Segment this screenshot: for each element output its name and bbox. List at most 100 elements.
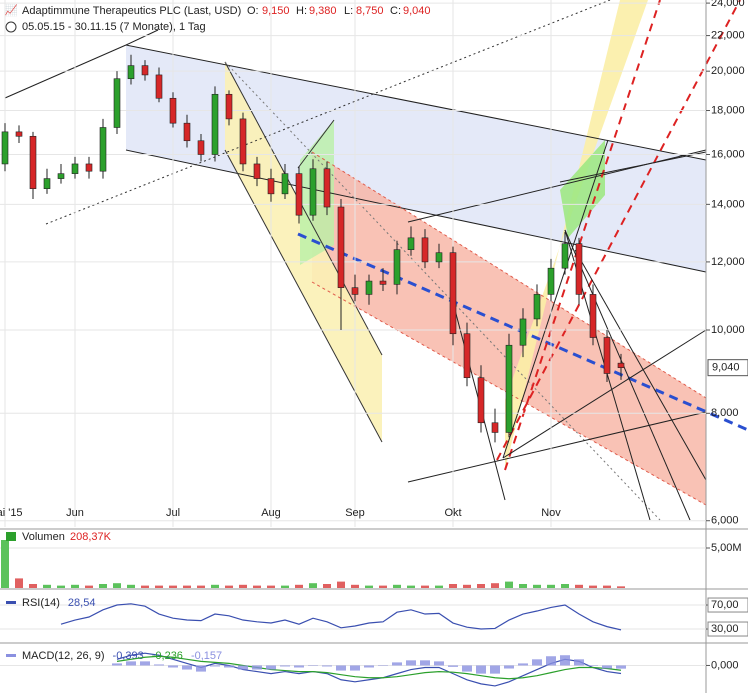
candle-body [239,118,247,165]
candle-body [547,267,555,295]
indicator-line [116,655,622,680]
volume-bar [71,584,79,588]
volume-bar [393,584,401,588]
histogram-bar [616,665,626,669]
candle-body [393,249,401,285]
candle-body [575,243,583,295]
candle-body [71,163,79,174]
trend-line [297,119,335,169]
volume-bar [309,583,317,588]
candle-body [169,97,177,124]
trend-line [496,0,741,461]
volume-bar [323,584,331,588]
y-tick-label: 8,000 [711,407,739,419]
trend-line [125,149,707,273]
legend-swatch [6,601,16,604]
y-tick-label: 70,00 [711,599,739,611]
legend-value: -0,157 [191,650,222,662]
volume-bar [533,584,541,588]
trend-line [407,411,707,483]
volume-bar [281,585,289,588]
x-tick-label: Sep [345,507,365,519]
histogram-bar [434,661,444,666]
volume-bar [561,584,569,588]
legend-name: Volumen [22,531,65,543]
candle-body [253,163,261,179]
trend-line [504,0,661,471]
histogram-bar [392,662,402,666]
volume-bar [141,585,149,588]
histogram-bar [154,664,164,666]
volume-bar [519,584,527,588]
volume-bar [463,584,471,588]
histogram-bar [448,665,458,667]
histogram-bar [602,665,612,669]
y-tick-label: 5,00M [711,542,742,554]
volume-bar [421,585,429,588]
candle-body [85,163,93,172]
volume-bar [435,585,443,588]
clock-icon [5,21,17,33]
last-price-box [707,359,748,377]
legend-swatch [6,654,16,657]
y-tick-label: 24,000 [711,0,745,9]
candle-body [337,206,345,288]
period: 05.05.15 - 30.11.15 (7 Monate), 1 Tag [22,21,206,33]
histogram-bar [224,665,234,668]
candle-body [197,140,205,155]
candle-body [463,333,471,379]
x-tick-label: Okt [444,507,461,519]
candle-body [15,131,23,137]
candle-body [43,178,51,189]
volume-bar [575,584,583,588]
candle-body [323,168,331,208]
y-tick-label: 0,000 [711,659,739,671]
x-tick-label: Jul [166,507,180,519]
histogram-bar [126,661,136,666]
x-tick-label: Aug [261,507,281,519]
volume-bar [15,578,23,588]
candle-body [183,122,191,142]
volume-bar [155,585,163,588]
candle-body [295,173,303,216]
candle-body [29,135,37,189]
candle-body [99,127,107,172]
candle-body [225,93,233,120]
candle-body [155,74,163,99]
histogram-bar [308,665,318,666]
volume-bar [211,584,219,588]
candle-body [365,280,373,295]
volume-bar [239,584,247,588]
band-green [300,120,334,265]
ohlc-value: 9,380 [309,5,337,17]
trend-line [502,139,609,459]
tick-box [707,621,748,637]
legend-value: 208,37K [70,531,112,543]
volume-bar [603,585,611,588]
trend-line [564,229,691,521]
trend-line [125,44,707,161]
chart-icon[interactable]: 📈 [4,4,18,17]
volume-bar [449,584,457,588]
histogram-bar [168,665,178,668]
histogram-bar [112,663,122,666]
volume-bar [617,586,625,588]
histogram-bar [518,663,528,666]
y-tick-label: 22,000 [711,29,745,41]
histogram-bar [238,665,248,670]
candle-body [267,178,275,195]
candle-body [505,344,513,433]
candle-body [519,318,527,346]
ohlc-value: 8,750 [356,5,384,17]
volume-bar [589,585,597,588]
candle-body [449,252,457,335]
y-tick-label: 20,000 [711,65,745,77]
tick-box [707,597,748,613]
histogram-bar [504,665,514,669]
x-tick-label: Jun [66,507,84,519]
volume-bar [1,540,9,588]
histogram-bar [140,661,150,666]
histogram-bar [490,665,500,674]
candle-body [211,93,219,155]
